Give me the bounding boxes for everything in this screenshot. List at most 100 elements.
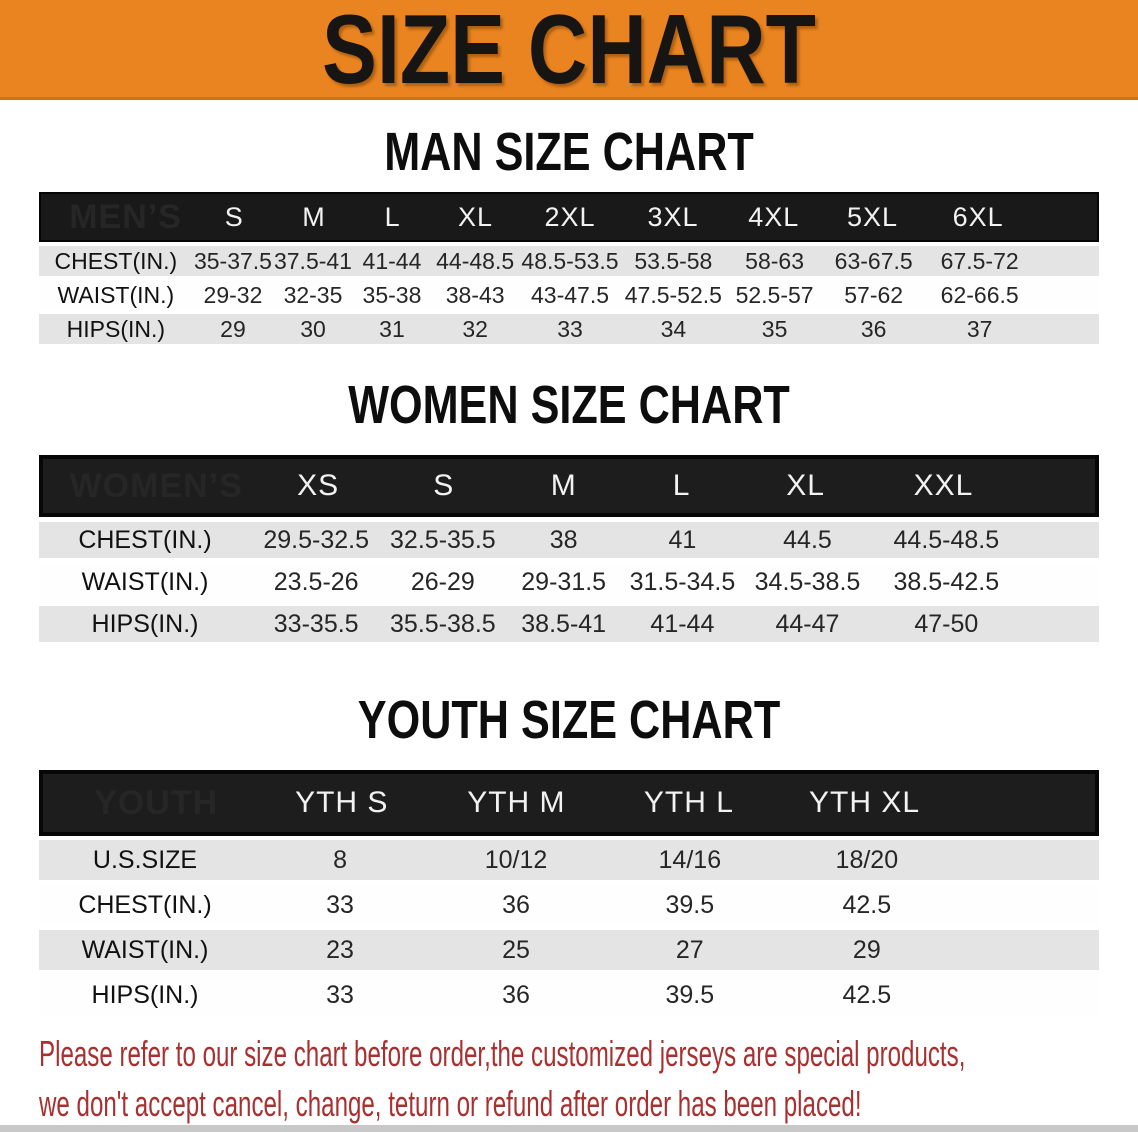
youth-waist-row: WAIST(IN.) 23 25 27 29 <box>39 930 1099 970</box>
size-value-cell: 35.5-38.5 <box>390 609 496 638</box>
measure-row-label: CHEST(IN.) <box>78 890 212 919</box>
size-value-cell: 67.5-72 <box>940 247 1019 274</box>
size-column-header: 6XL <box>952 201 1004 232</box>
size-column-header: YTH S <box>295 786 389 819</box>
women-table-header-row: WOMEN’S XS S M L XL XXL <box>39 455 1099 517</box>
size-value-cell: 37.5-41 <box>273 247 352 274</box>
men-waist-row: WAIST(IN.) 29-32 32-35 35-38 38-43 43-47… <box>39 280 1099 310</box>
disclaimer-text: Please refer to our size chart before or… <box>39 1029 1099 1129</box>
size-value-cell: 8 <box>333 845 347 874</box>
size-value-cell: 29 <box>220 315 246 342</box>
size-value-cell: 48.5-53.5 <box>521 247 619 274</box>
size-value-cell: 38-43 <box>445 281 505 308</box>
size-column-header: XXL <box>913 469 974 502</box>
size-value-cell: 29.5-32.5 <box>263 525 369 554</box>
size-value-cell: 44-48.5 <box>436 247 515 274</box>
title-banner: SIZE CHART <box>0 0 1138 100</box>
measure-row-label: HIPS(IN.) <box>66 315 166 342</box>
size-value-cell: 31 <box>379 315 405 342</box>
size-value-cell: 44-47 <box>775 609 840 638</box>
size-value-cell: 43-47.5 <box>531 281 610 308</box>
measure-row-label: CHEST(IN.) <box>54 247 178 274</box>
size-value-cell: 36 <box>502 890 530 919</box>
size-value-cell: 57-62 <box>844 281 904 308</box>
size-value-cell: 39.5 <box>665 890 715 919</box>
men-hips-row: HIPS(IN.) 29 30 31 32 33 34 35 36 37 <box>39 314 1099 344</box>
size-column-header: S <box>224 201 244 232</box>
size-value-cell: 33 <box>557 315 583 342</box>
measure-row-label: CHEST(IN.) <box>78 525 212 554</box>
size-value-cell: 33 <box>326 890 354 919</box>
men-size-table: MEN’S S M L XL 2XL 3XL 4XL 5XL 6XL CHEST… <box>39 192 1099 344</box>
measure-row-label: WAIST(IN.) <box>81 567 209 596</box>
size-value-cell: 39.5 <box>665 980 715 1009</box>
size-value-cell: 33 <box>326 980 354 1009</box>
size-value-cell: 31.5-34.5 <box>629 567 736 596</box>
size-value-cell: 44.5 <box>783 525 832 554</box>
size-column-header: M <box>302 201 326 232</box>
size-value-cell: 18/20 <box>835 845 899 874</box>
size-value-cell: 26-29 <box>410 567 475 596</box>
size-value-cell: 58-63 <box>745 247 804 274</box>
size-value-cell: 41-44 <box>650 609 715 638</box>
size-value-cell: 38 <box>549 525 578 554</box>
size-value-cell: 53.5-58 <box>634 247 713 274</box>
size-value-cell: 29-32 <box>203 281 263 308</box>
size-value-cell: 29-31.5 <box>521 567 607 596</box>
size-value-cell: 38.5-41 <box>521 609 607 638</box>
size-value-cell: 30 <box>300 315 326 342</box>
women-hips-row: HIPS(IN.) 33-35.5 35.5-38.5 38.5-41 41-4… <box>39 606 1099 642</box>
size-value-cell: 62-66.5 <box>940 281 1019 308</box>
size-value-cell: 44.5-48.5 <box>893 525 1000 554</box>
measure-row-label: WAIST(IN.) <box>57 281 175 308</box>
size-value-cell: 32-35 <box>283 281 343 308</box>
women-chest-row: CHEST(IN.) 29.5-32.5 32.5-35.5 38 41 44.… <box>39 522 1099 558</box>
size-value-cell: 32 <box>462 315 488 342</box>
size-column-header: L <box>384 201 401 232</box>
size-value-cell: 32.5-35.5 <box>390 525 496 554</box>
size-column-header: M <box>550 469 577 502</box>
men-table-header-row: MEN’S S M L XL 2XL 3XL 4XL 5XL 6XL <box>39 192 1099 242</box>
women-waist-row: WAIST(IN.) 23.5-26 26-29 29-31.5 31.5-34… <box>39 564 1099 600</box>
men-chest-row: CHEST(IN.) 35-37.5 37.5-41 41-44 44-48.5… <box>39 246 1099 276</box>
measure-row-label: HIPS(IN.) <box>91 980 199 1009</box>
size-column-header: YTH L <box>643 786 734 819</box>
size-column-header: YTH XL <box>809 786 921 819</box>
disclaimer-line-2: we don't accept cancel, change, teturn o… <box>39 1083 862 1124</box>
size-value-cell: 37 <box>966 315 993 342</box>
size-value-cell: 63-67.5 <box>834 247 913 274</box>
youth-chest-row: CHEST(IN.) 33 36 39.5 42.5 <box>39 885 1099 925</box>
youth-section-heading: YOUTH SIZE CHART <box>39 692 1099 748</box>
women-size-table: WOMEN’S XS S M L XL XXL CHEST(IN.) 29.5-… <box>39 455 1099 642</box>
size-column-header: L <box>672 469 691 502</box>
size-value-cell: 36 <box>860 315 887 342</box>
size-column-header: 5XL <box>847 201 899 232</box>
size-value-cell: 52.5-57 <box>735 281 814 308</box>
youth-hips-row: HIPS(IN.) 33 36 39.5 42.5 <box>39 975 1099 1015</box>
size-value-cell: 25 <box>502 935 530 964</box>
disclaimer-line-1: Please refer to our size chart before or… <box>39 1033 966 1074</box>
measure-row-label: WAIST(IN.) <box>81 935 209 964</box>
size-value-cell: 35-37.5 <box>193 247 272 274</box>
women-group-label: WOMEN’S <box>69 466 243 505</box>
women-section-heading-text: WOMEN SIZE CHART <box>348 375 790 435</box>
bottom-strip <box>0 1125 1138 1132</box>
size-value-cell: 47.5-52.5 <box>624 281 722 308</box>
size-column-header: 3XL <box>647 201 699 232</box>
size-value-cell: 33-35.5 <box>273 609 359 638</box>
size-value-cell: 34.5-38.5 <box>754 567 861 596</box>
size-column-header: 2XL <box>544 201 596 232</box>
size-value-cell: 34 <box>660 315 687 342</box>
youth-ussize-row: U.S.SIZE 8 10/12 14/16 18/20 <box>39 840 1099 880</box>
youth-table-header-row: YOUTH YTH S YTH M YTH L YTH XL <box>39 770 1099 836</box>
size-value-cell: 23.5-26 <box>273 567 359 596</box>
youth-size-table: YOUTH YTH S YTH M YTH L YTH XL U.S.SIZE … <box>39 770 1099 1015</box>
size-column-header: 4XL <box>748 201 800 232</box>
size-column-header: XL <box>786 469 825 502</box>
size-value-cell: 23 <box>326 935 354 964</box>
size-value-cell: 42.5 <box>842 980 892 1009</box>
size-value-cell: 10/12 <box>484 845 548 874</box>
size-column-header: XS <box>297 469 340 502</box>
size-value-cell: 41-44 <box>362 247 422 274</box>
